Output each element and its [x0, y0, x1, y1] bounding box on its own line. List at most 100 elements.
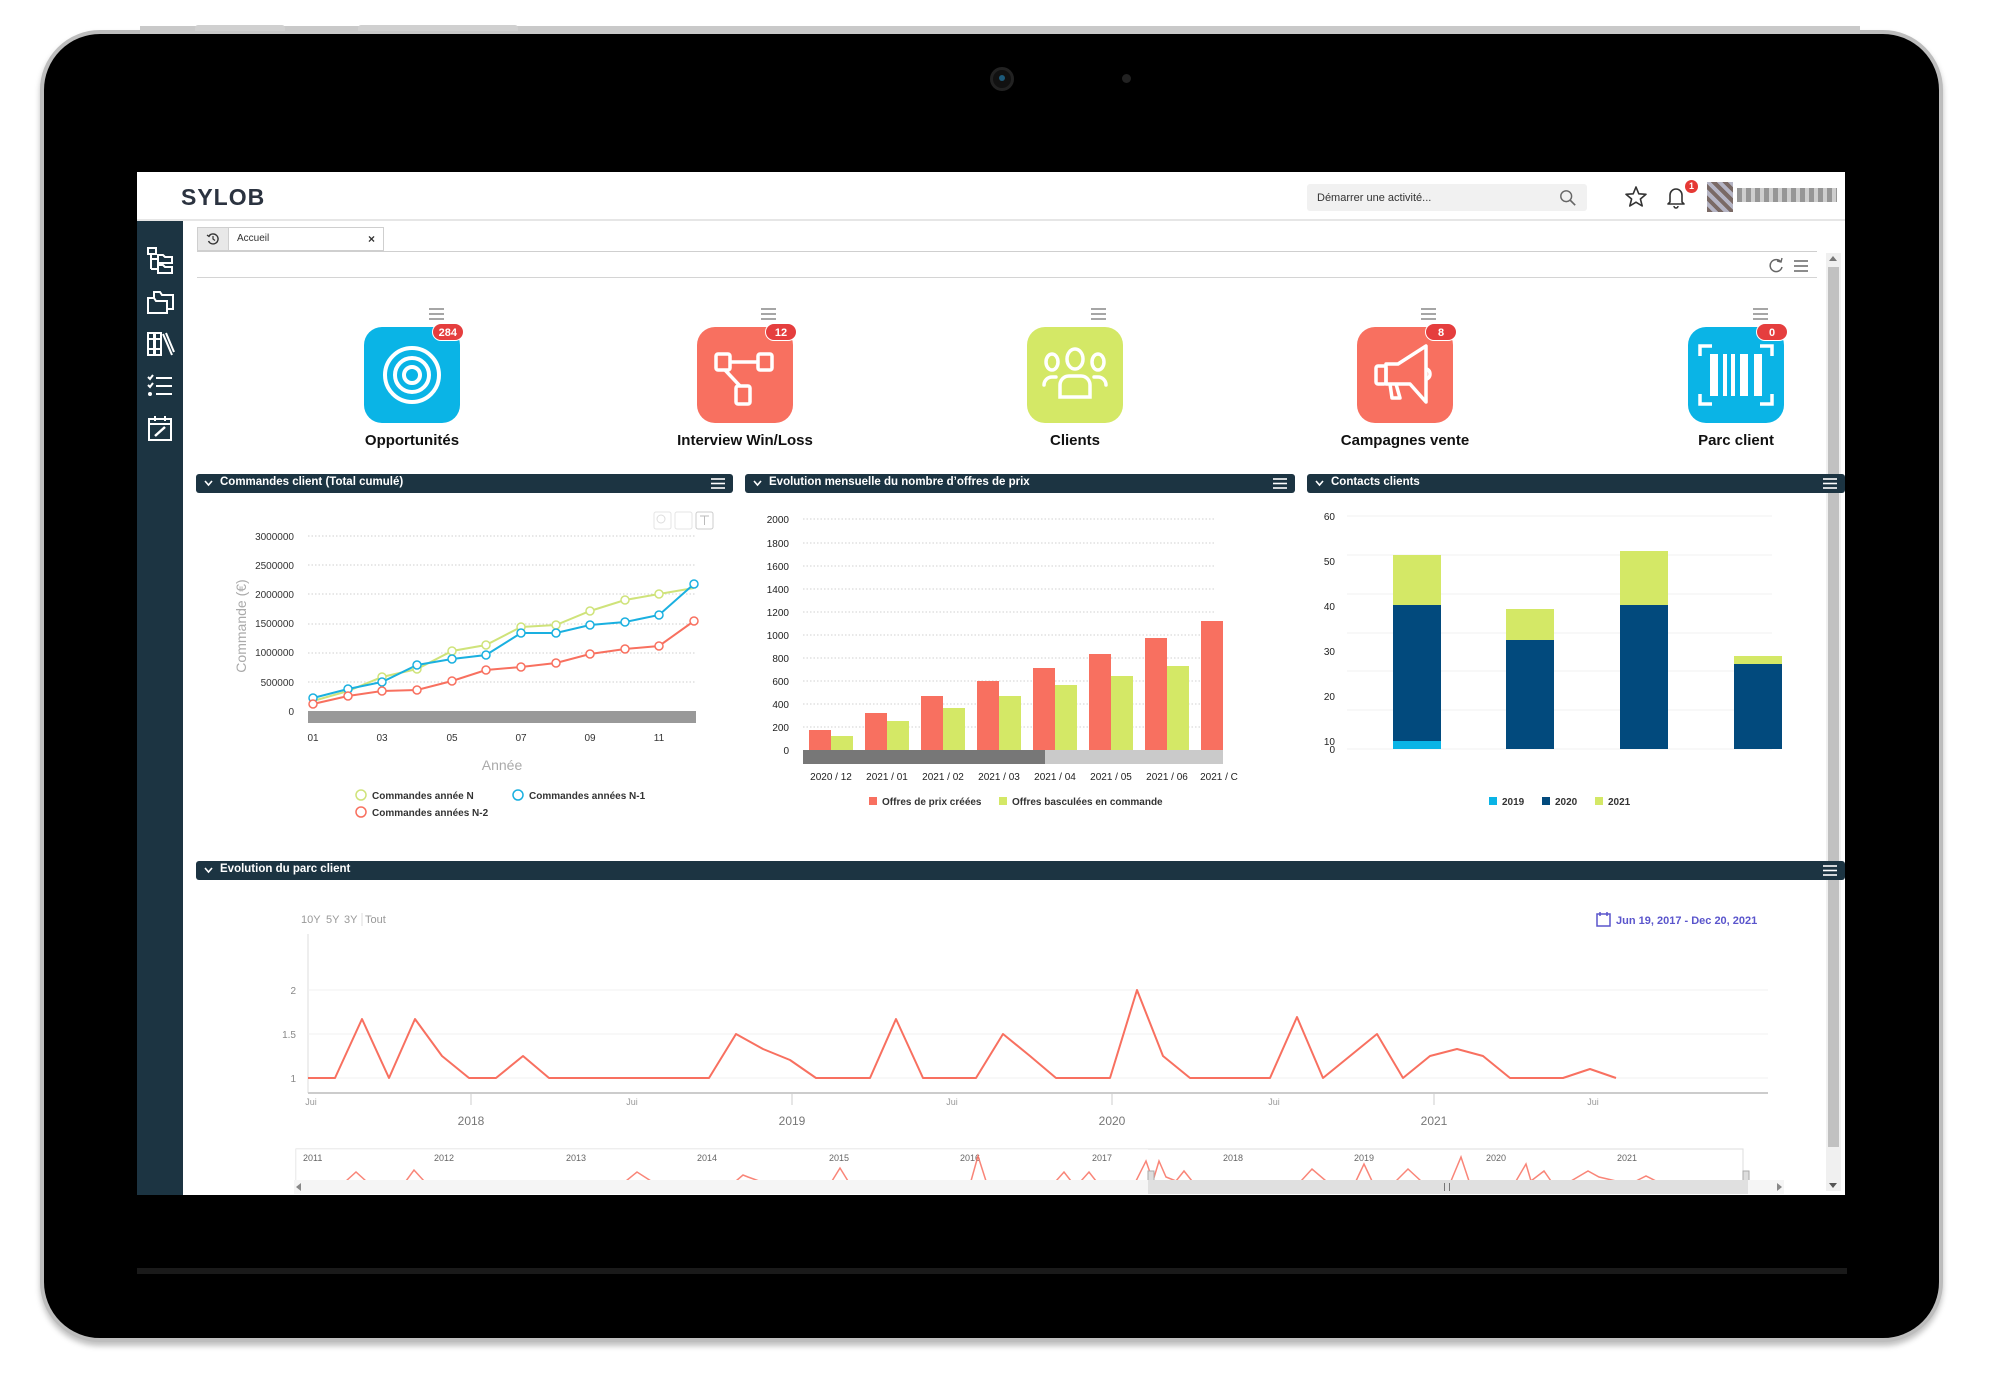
tile-menu-icon[interactable]	[1753, 308, 1768, 320]
panel-title: Evolution mensuelle du nombre d’offres d…	[769, 476, 1030, 488]
tile-menu-icon[interactable]	[1421, 308, 1436, 320]
navigator-scrollbar-thumb[interactable]	[1148, 1180, 1748, 1194]
tab-accueil[interactable]: Accueil ×	[229, 227, 384, 251]
chart-contacts[interactable]: 60 50 40 30 20 10 0 2019	[1307, 496, 1827, 841]
tile-icon-box[interactable]: 284	[364, 323, 464, 423]
panel-menu-icon[interactable]	[1823, 478, 1837, 489]
tile-opportunites[interactable]: 284 Opportunités	[312, 323, 512, 449]
app-logo[interactable]: SYLOB	[181, 184, 266, 210]
svg-text:07: 07	[515, 733, 527, 744]
scroll-left-icon[interactable]	[296, 1183, 301, 1191]
page-menu-icon[interactable]	[1793, 259, 1809, 273]
panel-header-contacts[interactable]: Contacts clients	[1307, 474, 1845, 493]
range-tout: Tout	[365, 914, 386, 926]
tile-parc-client[interactable]: 0 Parc client	[1636, 323, 1836, 449]
tab-bar: Accueil ×	[197, 227, 384, 251]
svg-text:Jui: Jui	[1587, 1097, 1599, 1107]
tile-icon-box[interactable]: 8	[1357, 323, 1457, 423]
svg-text:Jui: Jui	[626, 1097, 638, 1107]
svg-text:3000000: 3000000	[255, 532, 294, 543]
user-name[interactable]	[1737, 188, 1837, 202]
svg-text:1000000: 1000000	[255, 648, 294, 659]
date-range-picker[interactable]: Jun 19, 2017 - Dec 20, 2021	[1596, 912, 1757, 927]
panel-header-offres[interactable]: Evolution mensuelle du nombre d’offres d…	[745, 474, 1295, 493]
search-input[interactable]	[1307, 184, 1547, 211]
svg-text:2021: 2021	[1617, 1153, 1637, 1163]
panel-title: Evolution du parc client	[220, 863, 351, 875]
panel-menu-icon[interactable]	[1273, 478, 1287, 489]
chevron-down-icon[interactable]	[204, 479, 213, 487]
scroll-right-icon[interactable]	[1777, 1183, 1782, 1191]
folders-icon[interactable]	[145, 287, 175, 317]
legend[interactable]: Offres de prix créées Offres basculées e…	[869, 797, 1163, 808]
svg-text:Commandes année N: Commandes année N	[372, 791, 474, 802]
star-icon[interactable]	[1623, 184, 1649, 210]
legend[interactable]: Commandes année N Commandes années N-1 C…	[355, 789, 646, 819]
panel-header-commandes[interactable]: Commandes client (Total cumulé)	[196, 474, 733, 493]
svg-text:2019: 2019	[1354, 1153, 1374, 1163]
calendar-edit-icon[interactable]	[145, 413, 175, 443]
bell-icon[interactable]	[1663, 184, 1689, 210]
folder-tree-icon[interactable]	[145, 245, 175, 275]
panel-menu-icon[interactable]	[711, 478, 725, 489]
chevron-down-icon[interactable]	[1315, 479, 1324, 487]
tile-icon-box[interactable]: 0	[1688, 323, 1788, 423]
panel-title: Commandes client (Total cumulé)	[220, 476, 404, 488]
svg-text:50: 50	[1324, 557, 1336, 568]
tile-icon-box[interactable]	[1027, 327, 1123, 423]
svg-text:1.5: 1.5	[282, 1030, 296, 1041]
series-n	[312, 587, 695, 702]
divider	[197, 277, 1817, 278]
chart-toolbar[interactable]	[653, 511, 714, 530]
close-icon[interactable]: ×	[367, 232, 375, 246]
chart-offres[interactable]: 2000 1800 1600 1400 1200 1000 800 600 40…	[745, 496, 1295, 841]
chart-scrollbar-thumb[interactable]	[803, 750, 1045, 764]
chart-scrollbar[interactable]	[308, 711, 696, 723]
svg-text:2014: 2014	[697, 1153, 717, 1163]
svg-text:1200: 1200	[767, 608, 790, 619]
refresh-icon[interactable]	[1767, 257, 1785, 275]
tablet-top-edge	[140, 26, 1860, 34]
svg-text:0: 0	[1329, 745, 1335, 756]
svg-text:800: 800	[772, 654, 789, 665]
svg-text:200: 200	[772, 723, 789, 734]
tablet-button	[358, 25, 518, 31]
tile-menu-icon[interactable]	[1091, 308, 1106, 320]
sidebar	[137, 221, 183, 1195]
tile-label: Clients	[1049, 432, 1100, 449]
scroll-down-icon[interactable]	[1829, 1183, 1837, 1188]
scrollbar-thumb[interactable]	[1828, 267, 1839, 1147]
svg-text:0: 0	[288, 707, 294, 718]
panel-menu-icon[interactable]	[1823, 865, 1837, 876]
navigator-scrollbar[interactable]	[294, 1180, 1784, 1194]
range-selector[interactable]: 10Y 5Y 3Y Tout	[301, 913, 386, 926]
scroll-up-icon[interactable]	[1829, 256, 1837, 261]
chevron-down-icon[interactable]	[753, 479, 762, 487]
checklist-icon[interactable]	[145, 371, 175, 401]
library-icon[interactable]	[145, 329, 175, 359]
history-button[interactable]	[197, 227, 229, 251]
svg-text:1000: 1000	[767, 631, 790, 642]
tile-menu-icon[interactable]	[429, 308, 444, 320]
svg-text:1800: 1800	[767, 539, 790, 550]
activity-search[interactable]	[1307, 184, 1587, 211]
tile-icon-box[interactable]: 12	[697, 323, 797, 423]
chart-parc[interactable]: 10Y 5Y 3Y Tout Jun 19, 2017 - Dec 20, 20…	[196, 881, 1826, 1191]
chart-commandes[interactable]: 3000000 2500000 2000000 1500000 1000000 …	[196, 496, 733, 841]
tile-menu-icon[interactable]	[761, 308, 776, 320]
tile-interview-win-loss[interactable]: 12 Interview Win/Loss	[645, 323, 845, 449]
navigator-years: 2011 2012 2013 2014 2015 2016 2017 2018 …	[303, 1153, 1637, 1163]
divider	[197, 251, 1817, 252]
panel-header-parc[interactable]: Evolution du parc client	[196, 861, 1845, 880]
svg-text:2021 / 04: 2021 / 04	[1034, 772, 1076, 783]
svg-text:60: 60	[1324, 512, 1336, 523]
tile-clients[interactable]: Clients	[975, 327, 1175, 449]
chevron-down-icon[interactable]	[204, 866, 213, 874]
target-icon	[383, 346, 441, 404]
search-icon[interactable]	[1559, 189, 1577, 207]
legend[interactable]: 2019 2020 2021	[1489, 797, 1631, 808]
tile-campagnes-vente[interactable]: 8 Campagnes vente	[1305, 323, 1505, 449]
range-3y: 3Y	[344, 914, 358, 926]
user-avatar[interactable]	[1707, 182, 1733, 212]
sensor-icon	[1122, 74, 1131, 83]
